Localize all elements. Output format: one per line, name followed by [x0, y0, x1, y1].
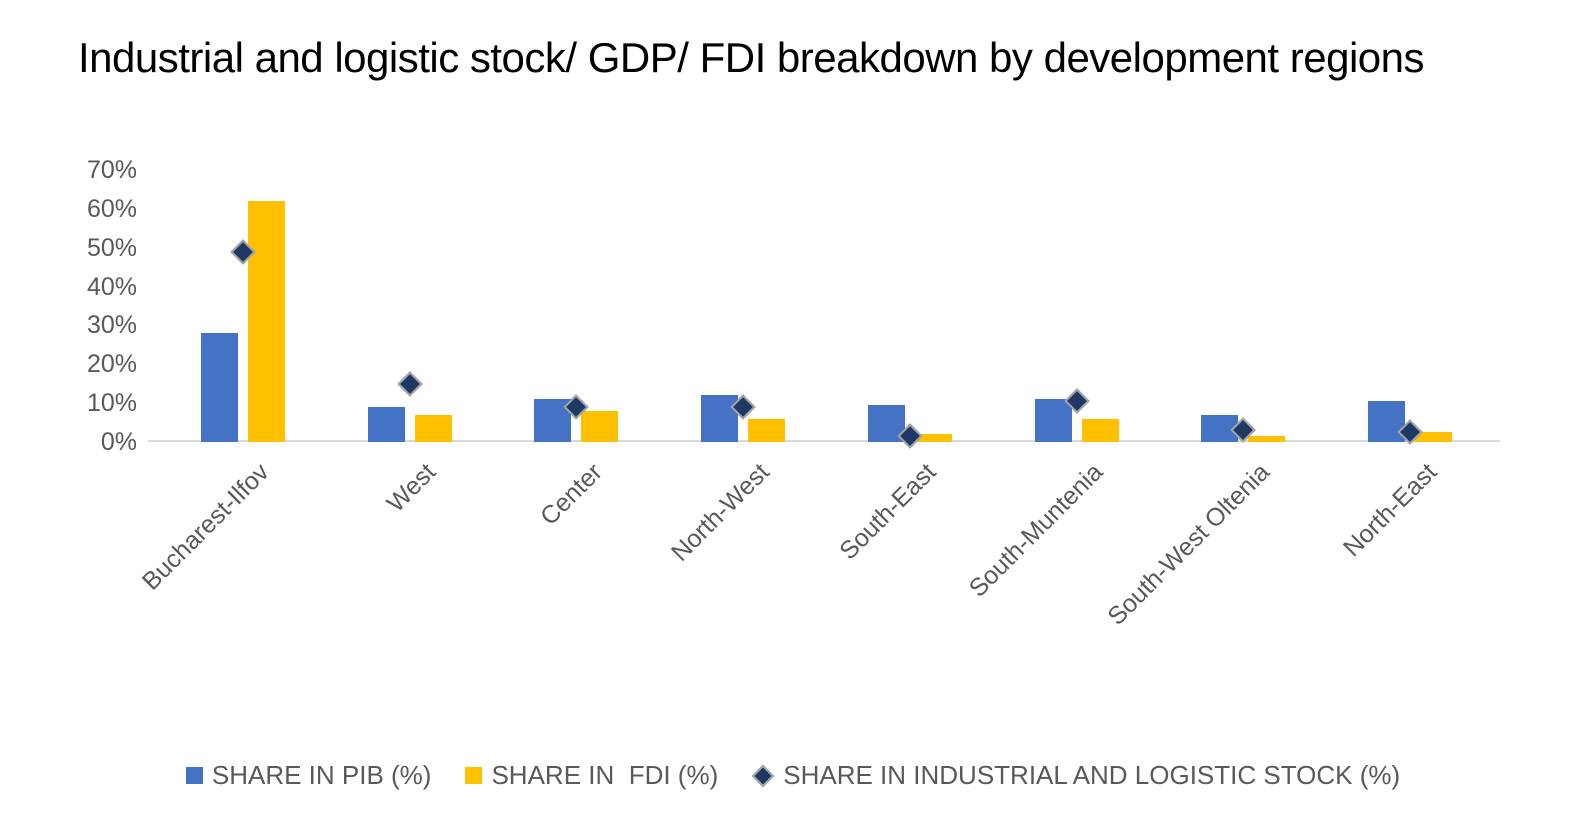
pib-bar [1034, 399, 1072, 442]
fdi-bar [581, 410, 619, 442]
y-axis-tick-label: 10% [86, 389, 137, 418]
pib-bar [701, 395, 739, 442]
y-axis-tick-label: 50% [86, 233, 137, 262]
pib-bar [201, 333, 238, 442]
x-axis-category-label: South-West Oltenia [1102, 458, 1276, 631]
fdi-bar [1081, 418, 1119, 442]
fdi-bar [414, 414, 452, 442]
legend-label-pib: SHARE IN PIB (%) [211, 760, 432, 790]
stock-diamond-marker [396, 370, 423, 397]
legend-label-fdi: SHARE IN FDI (%) [491, 760, 719, 790]
y-axis-tick-label: 60% [86, 194, 137, 223]
x-axis-line [148, 440, 1500, 442]
fdi-bar [914, 434, 952, 442]
x-axis-category-label: Bucharest-Ilfov [137, 458, 275, 596]
x-axis-category-label: South-Muntenia [963, 458, 1109, 603]
chart-legend: SHARE IN PIB (%) SHARE IN FDI (%) SHARE … [0, 760, 1586, 791]
stock-series-diamond-icon [751, 764, 775, 787]
x-axis-category-label: North-West [666, 458, 775, 567]
x-axis-category-label: Center [535, 458, 609, 531]
x-axis-category-label: North-East [1337, 458, 1442, 563]
legend-item-stock: SHARE IN INDUSTRIAL AND LOGISTIC STOCK (… [751, 760, 1401, 791]
y-axis-tick-label: 70% [86, 156, 137, 184]
y-axis-tick-label: 40% [86, 272, 137, 301]
fdi-bar [1248, 436, 1286, 442]
y-axis-tick-label: 0% [100, 428, 137, 456]
x-axis-category-label: South-East [834, 458, 942, 566]
pib-bar [367, 407, 405, 442]
chart-title: Industrial and logistic stock/ GDP/ FDI … [78, 34, 1425, 81]
x-axis-category-label: West [381, 458, 442, 518]
pib-series-swatch-icon [185, 767, 203, 784]
legend-label-stock: SHARE IN INDUSTRIAL AND LOGISTIC STOCK (… [783, 760, 1401, 790]
y-axis-tick-label: 20% [86, 350, 137, 379]
pib-bar [1367, 401, 1405, 442]
fdi-series-swatch-icon [465, 767, 483, 784]
legend-item-pib: SHARE IN PIB (%) [185, 760, 432, 791]
fdi-bar [248, 201, 285, 442]
legend-item-fdi: SHARE IN FDI (%) [465, 760, 718, 791]
fdi-bar [1414, 432, 1452, 442]
y-axis-tick-label: 30% [86, 311, 137, 340]
fdi-bar [748, 418, 786, 442]
